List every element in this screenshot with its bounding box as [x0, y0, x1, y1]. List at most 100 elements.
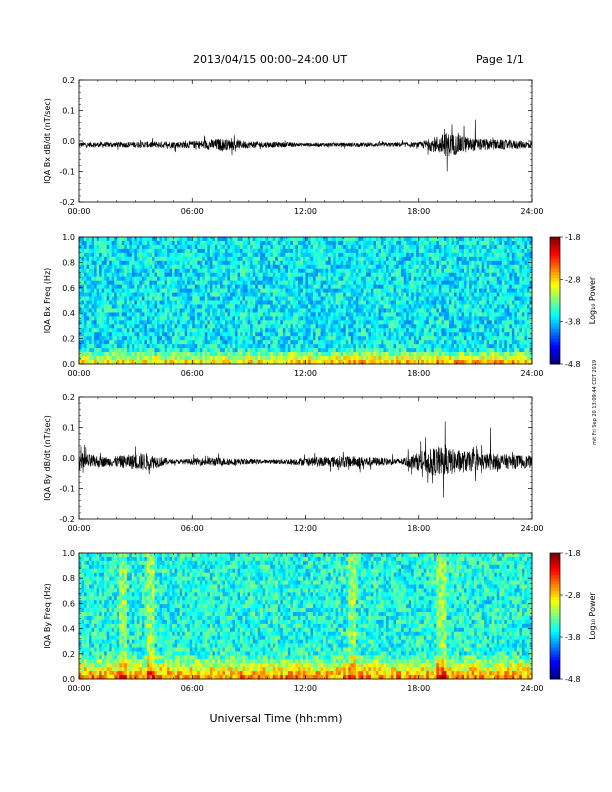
spectrogram-cell	[149, 244, 153, 250]
spectrogram-cell	[94, 248, 97, 254]
spectrogram-cell	[235, 268, 238, 274]
spectrogram-cell	[373, 348, 377, 353]
spectrogram-cell	[375, 300, 379, 305]
spectrogram-cell	[295, 284, 299, 289]
spectrogram-cell	[227, 348, 231, 353]
spectrogram-cell	[295, 237, 299, 242]
spectrogram-cell	[438, 276, 442, 281]
spectrogram-cell	[406, 360, 409, 365]
spectrogram-cell	[219, 332, 223, 337]
spectrogram-cell	[109, 344, 113, 349]
x-tick-label: 24:00	[520, 207, 543, 216]
spectrogram-cell	[461, 244, 465, 250]
spectrogram-cell	[446, 296, 450, 301]
spectrogram-cell	[275, 276, 279, 281]
spectrogram-cell	[423, 332, 427, 337]
spectrogram-cell	[413, 256, 417, 262]
spectrogram-cell	[343, 328, 347, 333]
spectrogram-cell	[89, 268, 92, 274]
spectrogram-cell	[96, 240, 100, 246]
spectrogram-cell	[292, 304, 296, 309]
spectrogram-cell	[86, 344, 90, 349]
spectrogram-cell	[86, 360, 90, 365]
spectrogram-cell	[250, 328, 253, 333]
spectrogram-cell	[86, 340, 90, 345]
spectrogram-cell	[421, 280, 425, 285]
spectrogram-cell	[197, 344, 201, 349]
spectrogram-cell	[184, 272, 188, 277]
spectrogram-cell	[149, 356, 153, 361]
spectrogram-cell	[396, 324, 399, 329]
spectrogram-cell	[265, 296, 269, 301]
spectrogram-cell	[459, 288, 462, 293]
spectrogram-cell	[101, 300, 105, 305]
spectrogram-cell	[222, 340, 226, 345]
spectrogram-cell	[295, 244, 299, 250]
spectrogram-cell	[333, 248, 336, 254]
spectrogram-cell	[355, 360, 359, 365]
spectrogram-cell	[441, 284, 445, 289]
spectrogram-cell	[267, 332, 271, 337]
spectrogram-cell	[323, 344, 326, 349]
spectrogram-cell	[403, 244, 407, 250]
spectrogram-cell	[373, 252, 377, 258]
spectrogram-cell	[79, 340, 82, 345]
spectrogram-cell	[111, 348, 115, 353]
spectrogram-cell	[383, 292, 387, 297]
spectrogram-cell	[431, 316, 435, 321]
spectrogram-cell	[365, 252, 369, 258]
spectrogram-cell	[167, 360, 170, 365]
spectrogram-cell	[169, 284, 173, 289]
spectrogram-cell	[340, 304, 344, 309]
spectrogram-cell	[406, 292, 409, 297]
spectrogram-cell	[232, 244, 236, 250]
spectrogram-cell	[172, 288, 175, 293]
spectrogram-cell	[381, 276, 384, 281]
spectrogram-cell	[308, 292, 311, 297]
spectrogram-cell	[174, 284, 178, 289]
spectrogram-cell	[448, 344, 452, 349]
spectrogram-cell	[79, 260, 82, 266]
spectrogram-cell	[335, 256, 339, 262]
spectrogram-cell	[320, 276, 324, 281]
spectrogram-cell	[224, 312, 228, 317]
spectrogram-cell	[308, 300, 311, 305]
spectrogram-cell	[106, 300, 110, 305]
spectrogram-cell	[111, 356, 115, 361]
spectrogram-cell	[174, 300, 178, 305]
spectrogram-cell	[209, 340, 213, 345]
spectrogram-cell	[370, 256, 374, 262]
spectrogram-cell	[416, 300, 420, 305]
spectrogram-cell	[391, 356, 394, 361]
spectrogram-cell	[151, 332, 155, 337]
spectrogram-cell	[96, 324, 100, 329]
spectrogram-cell	[154, 340, 158, 345]
spectrogram-cell	[235, 256, 238, 262]
spectrogram-cell	[124, 304, 128, 309]
spectrogram-cell	[119, 344, 123, 349]
spectrogram-cell	[114, 348, 118, 353]
spectrogram-cell	[373, 260, 377, 266]
spectrogram-cell	[252, 332, 256, 337]
spectrogram-cell	[358, 292, 362, 297]
spectrogram-cell	[250, 348, 253, 353]
spectrogram-cell	[363, 360, 367, 365]
spectrogram-cell	[189, 237, 193, 242]
spectrogram-cell	[308, 264, 311, 270]
spectrogram-cell	[94, 308, 97, 313]
spectrogram-cell	[423, 336, 427, 341]
spectrogram-cell	[119, 328, 123, 333]
spectrogram-cell	[441, 308, 445, 313]
spectrogram-cell	[358, 360, 362, 365]
spectrogram-cell	[207, 276, 211, 281]
spectrogram-cell	[441, 280, 445, 285]
spectrogram-cell	[302, 332, 306, 337]
spectrogram-cell	[144, 264, 148, 270]
spectrogram-cell	[443, 332, 447, 337]
spectrogram-cell	[386, 240, 389, 246]
spectrogram-cell	[167, 336, 170, 341]
spectrogram-cell	[230, 292, 233, 297]
spectrogram-cell	[431, 280, 435, 285]
spectrogram-cell	[325, 280, 329, 285]
spectrogram-cell	[461, 264, 465, 270]
